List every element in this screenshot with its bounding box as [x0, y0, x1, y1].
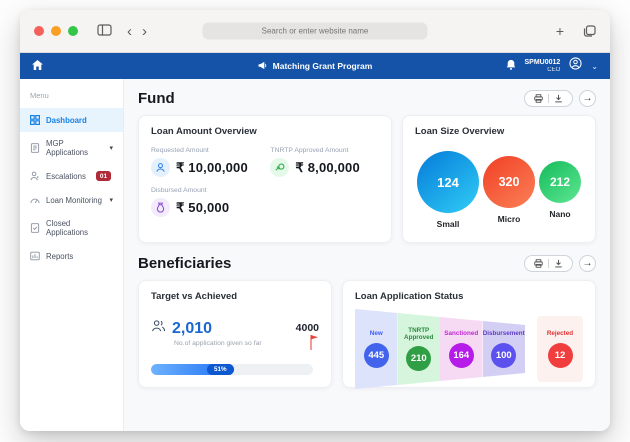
- file-text-icon: [30, 143, 40, 153]
- back-button[interactable]: ‹: [127, 22, 132, 40]
- sidebar-item-closed-applications[interactable]: Closed Applications: [20, 212, 123, 244]
- loan-amount-overview-card: Loan Amount Overview Requested Amount: [138, 115, 392, 243]
- achieved-value: 2,010: [172, 319, 213, 337]
- new-tab-button[interactable]: +: [555, 23, 564, 39]
- report-bars-icon: [30, 251, 40, 261]
- stat-requested-amount: Requested Amount ₹ 10,00,000: [151, 147, 270, 177]
- printer-icon: [534, 259, 543, 268]
- beneficiaries-print-download-button[interactable]: [524, 255, 573, 272]
- stage-tnrtp-approved: TNRTP Approved 210: [397, 313, 440, 385]
- bell-icon[interactable]: [506, 57, 516, 75]
- escalations-badge: 01: [95, 171, 112, 181]
- beneficiaries-expand-button[interactable]: →: [579, 255, 596, 272]
- loan-size-overview-card: Loan Size Overview 124 Small 320: [402, 115, 596, 243]
- arrow-right-icon: →: [582, 93, 593, 104]
- download-icon: [555, 94, 562, 103]
- sidebar-item-reports[interactable]: Reports: [20, 244, 123, 268]
- window-controls: [34, 26, 78, 36]
- divider: [548, 259, 549, 268]
- fund-section-title: Fund: [138, 90, 175, 107]
- sidebar-item-escalations[interactable]: Escalations 01: [20, 164, 123, 188]
- stat-disbursed-amount: Disbursed Amount ₹ 50,000: [151, 187, 270, 217]
- progress-bar: 51%: [151, 364, 313, 375]
- people-icon: [151, 319, 166, 338]
- close-window-button[interactable]: [34, 26, 44, 36]
- zoom-window-button[interactable]: [68, 26, 78, 36]
- target-vs-achieved-card: Target vs Achieved 2,010 No.of applicati…: [138, 280, 332, 388]
- stage-new: New 445: [355, 309, 398, 389]
- app-navbar: Matching Grant Program SPMU0012 CEO ⌄: [20, 53, 610, 79]
- user-menu-caret-icon[interactable]: ⌄: [591, 61, 598, 71]
- arrow-right-icon: →: [582, 258, 593, 269]
- loan-application-status-card: Loan Application Status New 445 TNRTP Ap…: [342, 280, 596, 389]
- fund-print-download-button[interactable]: [524, 90, 573, 107]
- dashboard-content: Fund →: [124, 79, 610, 431]
- card-title: Target vs Achieved: [151, 291, 238, 302]
- card-title: Loan Application Status: [355, 291, 464, 302]
- achieved-caption: No.of application given so far: [174, 340, 262, 347]
- card-title: Loan Amount Overview: [151, 126, 257, 137]
- megaphone-icon: [258, 61, 268, 72]
- divider: [548, 94, 549, 103]
- gauge-icon: [30, 198, 40, 204]
- sidebar-item-dashboard[interactable]: Dashboard: [20, 108, 123, 132]
- user-role: CEO: [547, 66, 561, 73]
- stat-tnrtp-approved-amount: TNRTP Approved Amount ₹ 8,00,000: [270, 147, 379, 177]
- status-funnel-chart: New 445 TNRTP Approved 210: [355, 309, 583, 389]
- forward-button[interactable]: ›: [142, 22, 147, 40]
- loan-size-bubble-chart: 124 Small 320 Micro 212: [415, 147, 583, 233]
- card-title: Loan Size Overview: [415, 126, 505, 137]
- stage-rejected: Rejected 12: [537, 316, 583, 382]
- printer-icon: [534, 94, 543, 103]
- tab-overview-icon[interactable]: [583, 25, 596, 37]
- bubble-nano: 212 Nano: [539, 161, 581, 219]
- app-title: Matching Grant Program: [272, 61, 373, 71]
- sidebar-item-mgp-applications[interactable]: MGP Applications ▾: [20, 132, 123, 164]
- user-block[interactable]: SPMU0012 CEO: [525, 59, 561, 74]
- sidebar: Menu Dashboard MGP Applications ▾: [20, 79, 124, 431]
- escalation-person-icon: [30, 171, 39, 181]
- progress-percent-label: 51%: [207, 364, 234, 375]
- file-check-icon: [30, 223, 40, 233]
- target-value: 4000: [295, 322, 319, 334]
- user-rupee-icon: [151, 158, 170, 177]
- dashboard-grid-icon: [30, 115, 40, 125]
- beneficiaries-section-title: Beneficiaries: [138, 255, 232, 272]
- browser-window: ‹ › + Matching Gr: [20, 10, 610, 431]
- menu-label: Menu: [30, 91, 49, 100]
- bubble-micro: 320 Micro: [483, 156, 535, 224]
- browser-chrome: ‹ › +: [20, 10, 610, 53]
- money-approved-icon: [270, 158, 290, 177]
- sidebar-toggle-icon[interactable]: [92, 22, 117, 40]
- caret-down-icon: ▾: [109, 145, 113, 152]
- home-icon[interactable]: [32, 57, 43, 75]
- minimize-window-button[interactable]: [51, 26, 61, 36]
- avatar-icon[interactable]: [569, 57, 582, 75]
- sidebar-item-loan-monitoring[interactable]: Loan Monitoring ▾: [20, 188, 123, 212]
- bubble-small: 124 Small: [417, 151, 479, 229]
- fund-expand-button[interactable]: →: [579, 90, 596, 107]
- user-id: SPMU0012: [524, 58, 561, 66]
- flag-icon: [310, 335, 318, 350]
- caret-down-icon: ▾: [109, 197, 113, 204]
- money-bag-icon: [151, 198, 170, 217]
- download-icon: [555, 259, 562, 268]
- stage-disbursement: Disbursement 100: [482, 321, 525, 377]
- address-bar[interactable]: [202, 22, 428, 40]
- stage-sanctioned: Sanctioned 164: [440, 317, 483, 381]
